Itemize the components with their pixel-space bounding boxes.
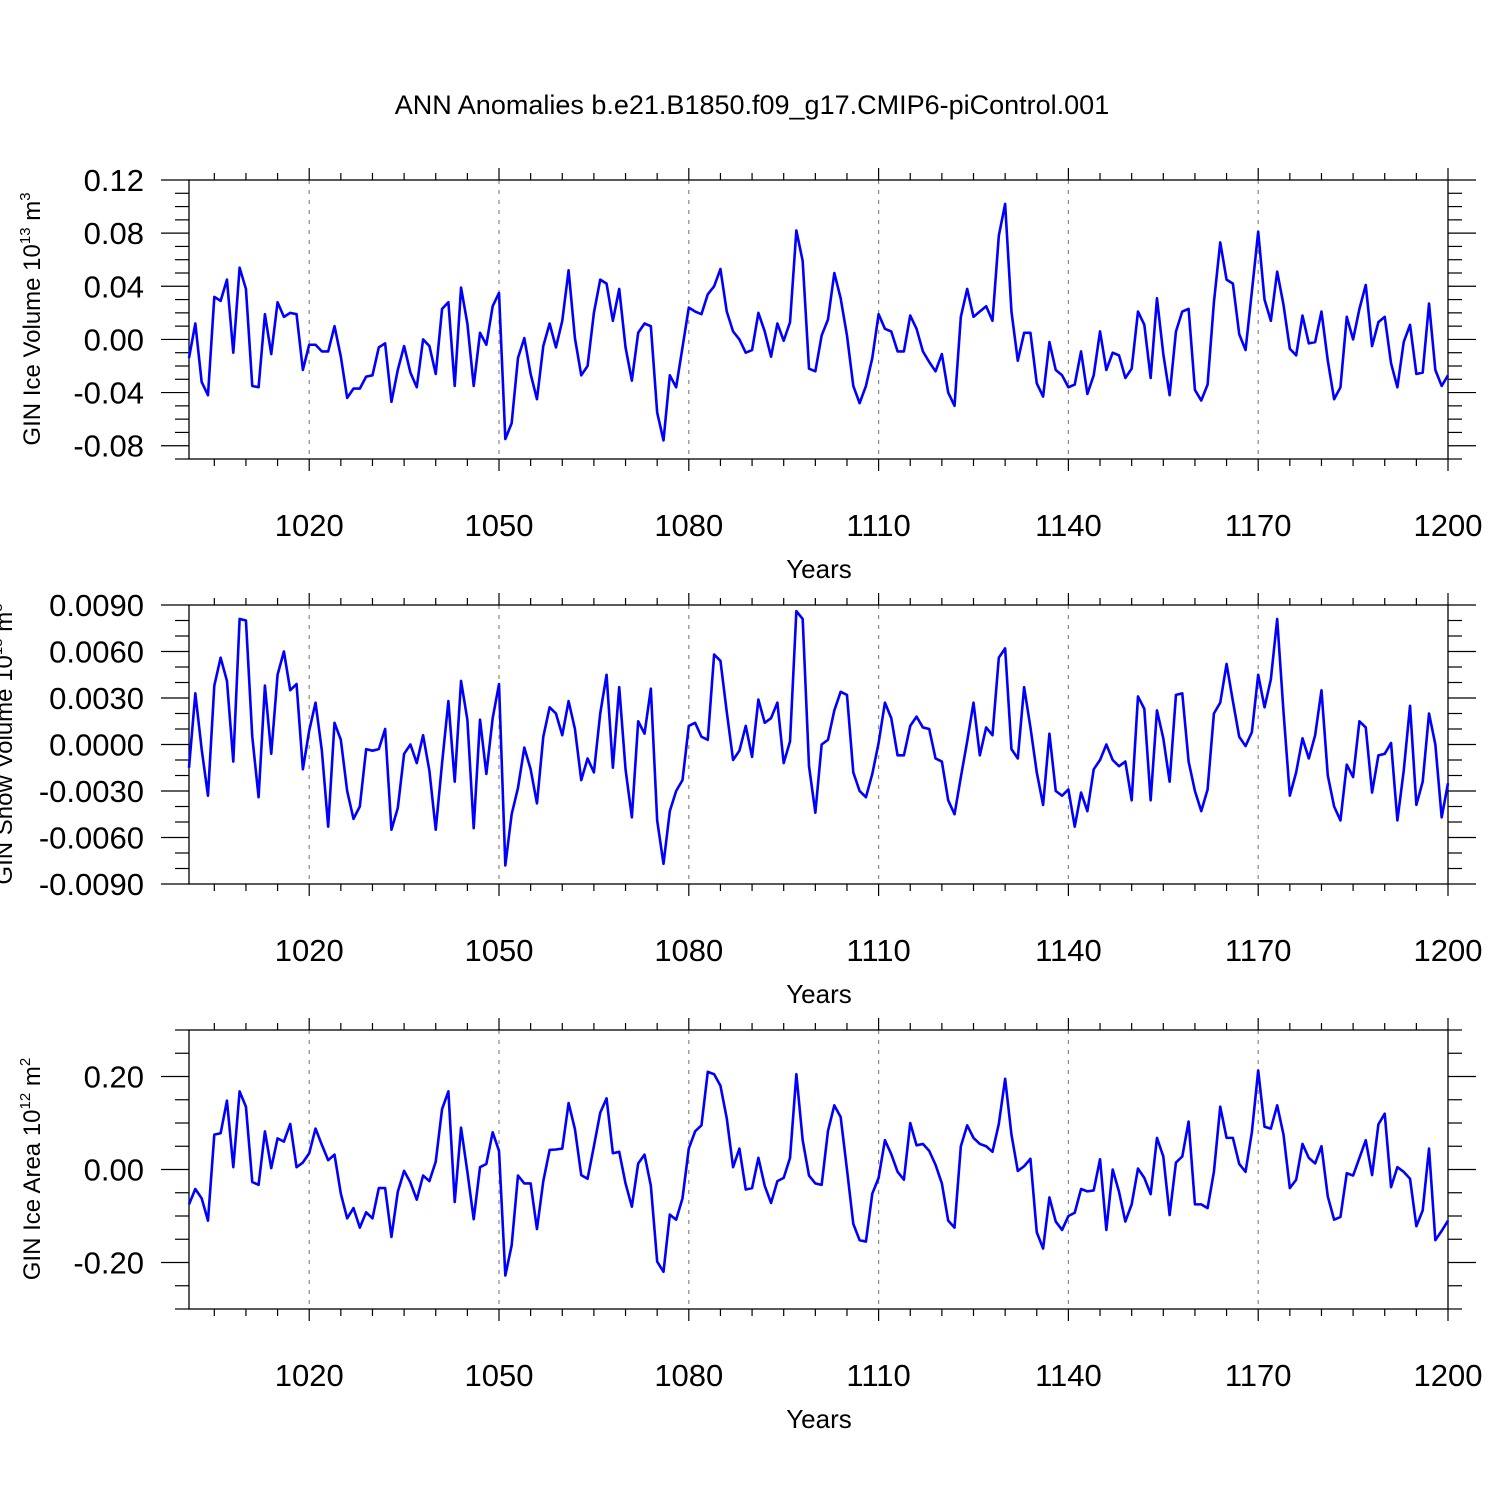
- x-tick-label: 1140: [1035, 933, 1102, 968]
- x-tick-label: 1080: [654, 1358, 723, 1393]
- y-tick-label: -0.0060: [39, 821, 144, 856]
- panel-snow-volume: Years GIN Snow Volume 1013 m3 1020 1050 10…: [0, 588, 1482, 1009]
- y-axis-label: GIN Ice Area 1012 m2: [17, 1058, 46, 1280]
- y-tick-label: 0.0060: [49, 635, 144, 670]
- y-tick-label: 0.00: [84, 322, 144, 357]
- y-tick-label: 0.08: [84, 216, 144, 251]
- plot-frame: [188, 179, 1449, 460]
- x-tick-label: 1200: [1414, 508, 1483, 543]
- y-tick-label: 0.20: [84, 1060, 144, 1095]
- panel-ice-volume: Years GIN Ice Volume 1013 m3 1020 1050 108…: [17, 163, 1482, 584]
- x-tick-label: 1050: [465, 1358, 534, 1393]
- y-tick-label: 0.04: [84, 269, 144, 304]
- x-tick-label: 1140: [1035, 1358, 1102, 1393]
- x-tick-label: 1110: [846, 508, 910, 543]
- x-tick-label: 1170: [1225, 1358, 1292, 1393]
- x-tick-label: 1050: [465, 933, 534, 968]
- x-tick-label: 1050: [465, 508, 534, 543]
- x-tick-label: 1140: [1035, 508, 1102, 543]
- y-tick-label: 0.0030: [49, 681, 144, 716]
- x-tick-label: 1020: [275, 508, 344, 543]
- x-axis-label: Years: [786, 554, 852, 584]
- x-tick-label: 1110: [846, 1358, 910, 1393]
- series-line: [187, 1069, 1450, 1277]
- x-axis-label: Years: [786, 979, 852, 1009]
- x-tick-label: 1170: [1225, 933, 1292, 968]
- x-tick-label: 1200: [1414, 1358, 1483, 1393]
- y-tick-label: 0.0090: [49, 588, 144, 623]
- y-axis-label: GIN Ice Volume 1013 m3: [17, 192, 46, 445]
- plot-frame: [188, 604, 1449, 885]
- x-tick-label: 1020: [275, 933, 344, 968]
- y-tick-label: -0.08: [73, 429, 144, 464]
- x-axis-label: Years: [786, 1404, 852, 1434]
- x-tick-label: 1110: [846, 933, 910, 968]
- x-tick-label: 1080: [654, 508, 723, 543]
- y-tick-label: 0.0000: [49, 728, 144, 763]
- panel-ice-area: Years GIN Ice Area 1012 m2 1020 1050 1080 1…: [17, 1018, 1482, 1434]
- x-tick-label: 1200: [1414, 933, 1483, 968]
- series-line: [187, 609, 1450, 867]
- x-tick-label: 1020: [275, 1358, 344, 1393]
- x-tick-label: 1170: [1225, 508, 1292, 543]
- y-tick-label: -0.20: [73, 1246, 144, 1281]
- y-tick-label: -0.0030: [39, 774, 144, 809]
- y-axis-label: GIN Snow Volume 1013 m3: [0, 603, 18, 884]
- chart-title: ANN Anomalies b.e21.B1850.f09_g17.CMIP6-…: [395, 90, 1109, 120]
- x-tick-label: 1080: [654, 933, 723, 968]
- y-tick-label: -0.04: [73, 376, 144, 411]
- y-tick-label: 0.12: [84, 163, 144, 198]
- y-tick-label: -0.0090: [39, 867, 144, 902]
- series-line: [187, 202, 1450, 442]
- y-tick-label: 0.00: [84, 1153, 144, 1188]
